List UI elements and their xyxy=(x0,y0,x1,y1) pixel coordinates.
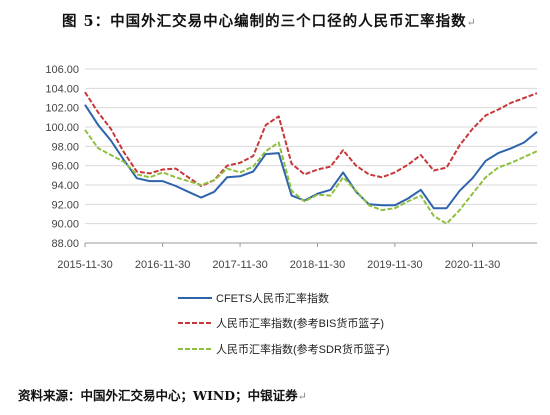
x-tick-label: 2020-11-30 xyxy=(445,259,500,271)
x-tick-label: 2019-11-30 xyxy=(367,259,422,271)
axes: 106.00 104.00 102.00 100.00 98.00 96.00 94.00 9… xyxy=(45,64,537,271)
legend-label: 人民币汇率指数(参考BIS货币篮子) xyxy=(216,316,384,330)
x-tick-label: 2018-11-30 xyxy=(290,259,345,271)
y-tick-label: 98.00 xyxy=(51,141,79,153)
y-tick-label: 100.00 xyxy=(45,122,79,134)
gridlines xyxy=(85,68,537,225)
x-tick-label: 2017-11-30 xyxy=(212,259,267,271)
y-tick-label: 106.00 xyxy=(45,64,79,76)
legend-label: 人民币汇率指数(参考SDR货币篮子) xyxy=(216,342,390,356)
legend-label: CFETS人民币汇率指数 xyxy=(216,291,329,305)
y-tick-label: 94.00 xyxy=(51,180,79,192)
figure-title-text: 图 5：中国外汇交易中心编制的三个口径的人民币汇率指数 xyxy=(62,13,467,30)
series-lines xyxy=(84,91,538,225)
paragraph-mark: ↵ xyxy=(297,390,307,403)
paragraph-mark: ↵ xyxy=(466,16,477,29)
y-tick-label: 88.00 xyxy=(51,238,79,250)
y-tick-label: 96.00 xyxy=(51,161,79,173)
y-tick-label: 104.00 xyxy=(45,83,79,95)
series-line-2 xyxy=(84,91,538,187)
x-tick-label: 2015-11-30 xyxy=(57,259,112,271)
x-tick-label: 2016-11-30 xyxy=(135,259,190,271)
series-line-1 xyxy=(84,104,538,210)
source-note: 资料来源：中国外汇交易中心；WIND；中银证券↵ xyxy=(18,385,307,404)
figure-title: 图 5：中国外汇交易中心编制的三个口径的人民币汇率指数↵ xyxy=(62,10,477,31)
series-line-3 xyxy=(84,129,538,225)
y-tick-label: 102.00 xyxy=(45,103,79,115)
source-note-text: 资料来源：中国外汇交易中心；WIND；中银证券 xyxy=(18,388,298,403)
y-tick-label: 92.00 xyxy=(51,199,79,211)
line-chart: 106.00 104.00 102.00 100.00 98.00 96.00 94.00 9… xyxy=(45,64,538,356)
y-tick-label: 90.00 xyxy=(51,219,79,231)
